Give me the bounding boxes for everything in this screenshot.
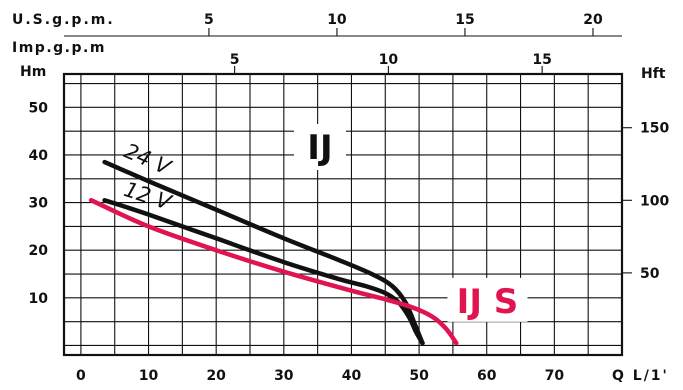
y2-tick-label: 150: [640, 121, 669, 137]
series-line-ij-s: [88, 197, 459, 346]
plot-frame: [62, 72, 624, 357]
series-line-24-v: [102, 159, 425, 346]
y2-tick-label: 100: [640, 193, 669, 209]
usgpm-axis-title: U.S.g.p.m.: [12, 12, 115, 28]
usgpm-tick-label: 5: [204, 12, 214, 28]
x-tick-label: 20: [206, 368, 226, 384]
y-tick-label: 30: [29, 196, 49, 212]
annotation-ij: IJ: [307, 128, 332, 168]
impgpm-tick-label: 10: [379, 52, 399, 68]
y-tick-label: 20: [29, 243, 49, 259]
x-tick-label: 70: [545, 368, 565, 384]
annotation-ijs: IJ S: [457, 282, 519, 322]
usgpm-tick-label: 15: [455, 12, 474, 28]
x-tick-label: 60: [477, 368, 497, 384]
annotation-ijs-background: [447, 277, 528, 322]
impgpm-tick-label: 5: [230, 52, 240, 68]
usgpm-tick-label: 10: [327, 12, 347, 28]
impgpm-tick-label: 15: [532, 52, 551, 68]
y-axis-title: Hm: [20, 64, 46, 80]
x-tick-label: 50: [409, 368, 429, 384]
x-axis-title: Q L/1': [612, 368, 669, 384]
annotation-ij-background: [293, 124, 346, 171]
y-tick-label: 10: [29, 291, 49, 307]
x-tick-label: 40: [342, 368, 362, 384]
y2-axis-title: Hft: [641, 66, 666, 82]
usgpm-tick-label: 20: [583, 12, 603, 28]
x-tick-label: 0: [76, 368, 86, 384]
x-tick-label: 30: [274, 368, 294, 384]
series-line-12-v: [102, 197, 425, 346]
x-tick-label: 10: [139, 368, 159, 384]
y2-tick-label: 50: [640, 266, 660, 282]
y-tick-label: 40: [29, 148, 49, 164]
impgpm-axis-title: Imp.g.p.m: [12, 40, 106, 56]
y-tick-label: 50: [29, 100, 49, 116]
